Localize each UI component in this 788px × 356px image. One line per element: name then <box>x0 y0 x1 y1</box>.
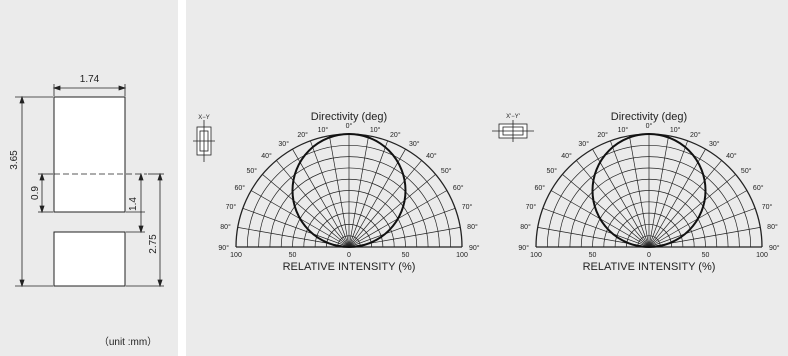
angle-tick-label: 20° <box>597 131 608 139</box>
chart-title-1: Directivity (deg) <box>311 111 387 123</box>
angle-tick-label: 50° <box>741 167 752 175</box>
angle-tick-label: 30° <box>278 140 289 148</box>
angle-tick-label: 30° <box>578 140 589 148</box>
angle-tick-label: 60° <box>534 184 545 192</box>
angle-tick-label: 70° <box>226 203 237 211</box>
package-icon-horizontal <box>492 120 534 142</box>
grid-spoke <box>610 140 650 248</box>
directivity-chart-2: 0° 10° 10° 20° 20° 30° 30° 40° 40° 50° 50° 60° 60° 70… <box>518 122 779 259</box>
angle-tick-label: 50° <box>441 167 452 175</box>
span-label: 2.75 <box>148 234 159 254</box>
total-height-label: 3.65 <box>9 150 20 170</box>
angle-tick-label: 10° <box>618 126 629 134</box>
grid-spoke <box>576 160 650 248</box>
grid-spoke <box>648 208 756 248</box>
angle-tick-label: 70° <box>526 203 537 211</box>
orientation-label-1: X−Y <box>198 115 210 121</box>
grid-spoke <box>348 208 456 248</box>
grid-spoke <box>629 135 650 248</box>
directivity-curve <box>591 133 707 248</box>
radial-tick-label: 100 <box>456 252 468 259</box>
angle-tick-label: 50° <box>546 167 557 175</box>
angle-tick-label: 80° <box>467 223 478 231</box>
upper-body <box>53 96 126 213</box>
radial-tick-label: 100 <box>530 252 542 259</box>
package-icon-vertical <box>193 120 215 162</box>
angle-tick-label: 10° <box>670 126 681 134</box>
x-axis-label-2: RELATIVE INTENSITY (%) <box>583 261 716 273</box>
width-dimension <box>52 84 127 96</box>
grid-spoke <box>276 160 350 248</box>
width-label: 1.74 <box>80 74 100 85</box>
span-dimension <box>126 172 164 288</box>
grid-spoke <box>292 148 350 248</box>
grid-spoke <box>348 148 406 248</box>
package-outline <box>53 96 126 287</box>
x-axis-label-1: RELATIVE INTENSITY (%) <box>283 261 416 273</box>
directivity-curve <box>291 133 407 248</box>
unit-note: （unit :mm） <box>99 336 157 348</box>
angle-tick-label: 0° <box>646 122 653 130</box>
height-dimension <box>15 95 53 288</box>
radial-tick-label: 50 <box>702 252 710 259</box>
gap-dimension <box>126 172 145 234</box>
offset-label: 0.9 <box>30 186 41 200</box>
grid-spoke <box>242 208 350 248</box>
grid-spoke <box>592 148 650 248</box>
angle-tick-label: 40° <box>561 152 572 160</box>
gap-label: 1.4 <box>128 197 139 211</box>
radial-tick-label: 0 <box>347 252 351 259</box>
angle-tick-label: 40° <box>261 152 272 160</box>
angle-tick-label: 20° <box>297 131 308 139</box>
directivity-chart-1: 0° 10° 10° 20° 20° 30° 30° 40° 40° 50° 50° 60° 60° 70… <box>218 122 479 259</box>
angle-tick-label: 40° <box>726 152 737 160</box>
grid-spoke <box>648 140 688 248</box>
angle-tick-label: 60° <box>453 184 464 192</box>
angle-tick-label: 70° <box>462 203 473 211</box>
angle-tick-label: 90° <box>218 244 229 252</box>
grid-spoke <box>562 174 650 248</box>
angle-tick-label: 20° <box>690 131 701 139</box>
offset-dimension <box>38 172 53 214</box>
angle-tick-label: 80° <box>767 223 778 231</box>
angle-tick-label: 80° <box>520 223 531 231</box>
angle-tick-label: 0° <box>346 122 353 130</box>
grid-spoke <box>648 174 736 248</box>
grid-spoke <box>329 135 350 248</box>
chart-title-2: Directivity (deg) <box>611 111 687 123</box>
grid-spoke <box>542 208 650 248</box>
grid-spoke <box>348 174 436 248</box>
radial-tick-label: 100 <box>756 252 768 259</box>
angle-tick-label: 10° <box>318 126 329 134</box>
angle-tick-label: 90° <box>518 244 529 252</box>
radial-tick-label: 50 <box>289 252 297 259</box>
orientation-label-2: X'−Y' <box>506 114 520 120</box>
angle-tick-label: 70° <box>762 203 773 211</box>
angle-tick-label: 90° <box>469 244 480 252</box>
angle-tick-label: 80° <box>220 223 231 231</box>
radial-tick-label: 100 <box>230 252 242 259</box>
grid-spoke <box>262 174 350 248</box>
grid-spoke <box>648 135 669 248</box>
angle-tick-label: 10° <box>370 126 381 134</box>
grid-spoke <box>310 140 350 248</box>
angle-tick-label: 90° <box>769 244 780 252</box>
grid-spoke <box>348 135 369 248</box>
angle-tick-label: 30° <box>709 140 720 148</box>
angle-tick-label: 40° <box>426 152 437 160</box>
grid-spoke <box>648 160 722 248</box>
angle-tick-label: 60° <box>753 184 764 192</box>
lower-pad <box>53 231 126 287</box>
radial-tick-label: 0 <box>647 252 651 259</box>
angle-tick-label: 50° <box>246 167 257 175</box>
angle-tick-label: 20° <box>390 131 401 139</box>
grid-spoke <box>348 140 388 248</box>
radial-tick-label: 50 <box>589 252 597 259</box>
angle-tick-label: 30° <box>409 140 420 148</box>
radial-tick-label: 50 <box>402 252 410 259</box>
angle-tick-label: 60° <box>234 184 245 192</box>
grid-spoke <box>348 160 422 248</box>
grid-spoke <box>648 148 706 248</box>
